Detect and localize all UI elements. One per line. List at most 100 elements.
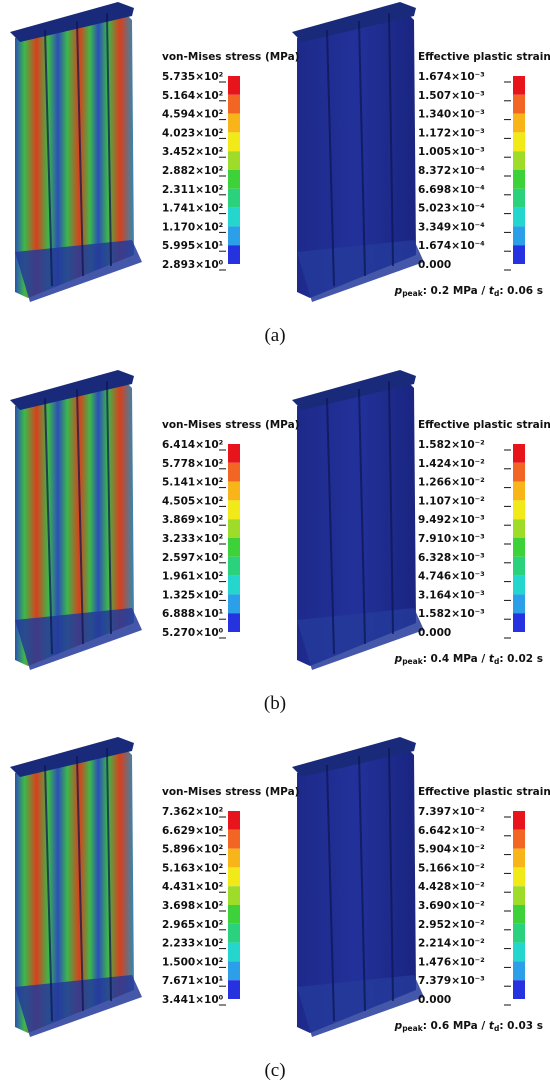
color-segment bbox=[228, 538, 240, 557]
color-segment bbox=[513, 811, 525, 830]
legend-label: 1.170×10² bbox=[162, 221, 224, 233]
legend-label: 7.671×10¹ bbox=[162, 975, 224, 987]
color-segment bbox=[513, 848, 525, 868]
color-segment bbox=[228, 444, 240, 463]
color-segment bbox=[228, 613, 240, 632]
legend-label: 1.674×10⁻³ bbox=[418, 71, 485, 83]
legend-label: 6.642×10⁻² bbox=[418, 825, 485, 837]
color-segment bbox=[513, 151, 525, 170]
legend-label: 1.582×10⁻² bbox=[418, 439, 485, 451]
legend-title: von-Mises stress (MPa) bbox=[162, 51, 299, 63]
load-label: ppeak: 0.4 MPa / td: 0.02 s bbox=[394, 653, 543, 666]
legend-label: 5.778×10² bbox=[162, 458, 224, 470]
load-label: ppeak: 0.6 MPa / td: 0.03 s bbox=[394, 1020, 543, 1033]
color-segment bbox=[228, 245, 240, 264]
color-segment bbox=[513, 94, 525, 114]
color-segment bbox=[228, 886, 240, 905]
legend-label: 4.431×10² bbox=[162, 881, 224, 893]
color-segment bbox=[228, 481, 240, 501]
legend-label: 5.166×10⁻² bbox=[418, 862, 485, 874]
color-segment bbox=[513, 556, 525, 576]
caption: (a) bbox=[264, 325, 285, 346]
load-t-value: : 0.06 s bbox=[499, 285, 543, 297]
legend-title: Effective plastic strain bbox=[418, 786, 550, 798]
color-segment bbox=[513, 905, 525, 924]
legend-label: 1.582×10⁻³ bbox=[418, 608, 485, 620]
load-p-sub: peak bbox=[402, 1024, 424, 1033]
legend-label: 3.233×10² bbox=[162, 533, 224, 545]
color-segment bbox=[513, 923, 525, 943]
color-segment bbox=[228, 500, 240, 520]
load-p: p bbox=[394, 285, 403, 297]
color-segment bbox=[513, 481, 525, 501]
legend-label: 9.492×10⁻³ bbox=[418, 514, 485, 526]
color-segment bbox=[228, 848, 240, 868]
legend-label: 4.746×10⁻³ bbox=[418, 571, 485, 583]
load-p-sub: peak bbox=[402, 657, 424, 666]
color-segment bbox=[513, 188, 525, 208]
legend-label: 4.505×10² bbox=[162, 495, 224, 507]
color-segment bbox=[513, 245, 525, 264]
color-segment bbox=[513, 538, 525, 557]
legend-label: 3.869×10² bbox=[162, 514, 224, 526]
legend-label: 3.698×10² bbox=[162, 900, 224, 912]
legend-title: Effective plastic strain bbox=[418, 51, 550, 63]
color-segment bbox=[228, 811, 240, 830]
color-segment bbox=[228, 923, 240, 943]
legend-label: 8.372×10⁻⁴ bbox=[418, 165, 485, 177]
color-segment bbox=[513, 594, 525, 614]
color-segment bbox=[228, 980, 240, 999]
legend-label: 6.698×10⁻⁴ bbox=[418, 184, 485, 196]
legend-label: 5.995×10¹ bbox=[162, 240, 224, 252]
color-segment bbox=[228, 575, 240, 595]
load-p-sub: peak bbox=[402, 289, 424, 298]
load-t: t bbox=[489, 285, 495, 297]
legend-label: 1.741×10² bbox=[162, 203, 224, 215]
legend-label: 6.328×10⁻³ bbox=[418, 552, 485, 564]
load-t-sub: d bbox=[494, 1024, 499, 1033]
legend-title: von-Mises stress (MPa) bbox=[162, 786, 299, 798]
legend-label: 2.965×10² bbox=[162, 919, 224, 931]
legend-label: 0.000 bbox=[418, 994, 451, 1006]
legend-label: 1.005×10⁻³ bbox=[418, 146, 485, 158]
legend-title: von-Mises stress (MPa) bbox=[162, 419, 299, 431]
color-segment bbox=[513, 462, 525, 482]
load-p-value: : 0.2 MPa / bbox=[423, 285, 489, 297]
caption: (c) bbox=[264, 1060, 285, 1081]
color-segment bbox=[228, 170, 240, 189]
legend-label: 2.233×10² bbox=[162, 938, 224, 950]
legend-label: 7.397×10⁻² bbox=[418, 806, 485, 818]
legend-label: 5.896×10² bbox=[162, 844, 224, 856]
legend-label: 5.164×10² bbox=[162, 90, 224, 102]
legend-label: 2.893×10⁰ bbox=[162, 259, 224, 271]
legend-label: 5.163×10² bbox=[162, 862, 224, 874]
legend-label: 2.214×10⁻² bbox=[418, 938, 485, 950]
legend-label: 1.500×10² bbox=[162, 956, 224, 968]
color-segment bbox=[513, 170, 525, 189]
color-segment bbox=[513, 867, 525, 887]
legend-label: 7.362×10² bbox=[162, 806, 224, 818]
legend-label: 2.882×10² bbox=[162, 165, 224, 177]
color-segment bbox=[513, 444, 525, 463]
legend-label: 6.414×10² bbox=[162, 439, 224, 451]
legend-label: 1.674×10⁻⁴ bbox=[418, 240, 485, 252]
legend-label: 1.107×10⁻² bbox=[418, 495, 485, 507]
color-segment bbox=[228, 961, 240, 981]
legend-label: 5.270×10⁰ bbox=[162, 627, 224, 639]
legend-label: 5.904×10⁻² bbox=[418, 844, 485, 856]
caption: (b) bbox=[264, 693, 286, 714]
color-segment bbox=[228, 76, 240, 95]
legend-label: 6.629×10² bbox=[162, 825, 224, 837]
load-p: p bbox=[394, 1020, 403, 1032]
color-segment bbox=[513, 207, 525, 227]
legend-label: 7.910×10⁻³ bbox=[418, 533, 485, 545]
color-segment bbox=[513, 613, 525, 632]
color-segment bbox=[513, 500, 525, 520]
stress-model bbox=[9, 369, 143, 671]
color-segment bbox=[228, 132, 240, 152]
color-segment bbox=[228, 462, 240, 482]
legend-label: 3.690×10⁻² bbox=[418, 900, 485, 912]
legend-label: 0.000 bbox=[418, 627, 451, 639]
color-segment bbox=[513, 961, 525, 981]
